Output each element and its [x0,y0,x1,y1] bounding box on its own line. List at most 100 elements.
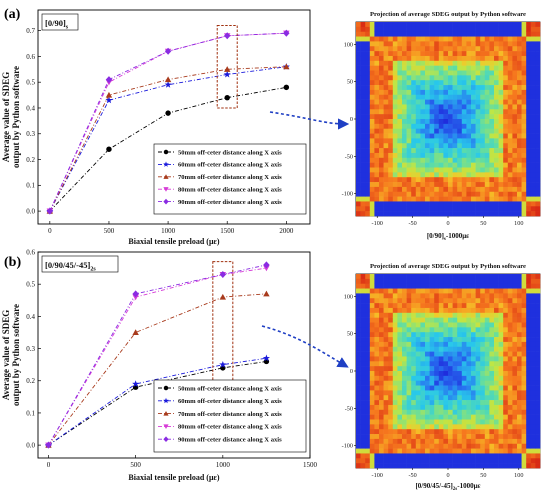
heat-cell [480,167,486,173]
heat-cell [535,60,541,66]
heat-cell [425,448,430,454]
heat-cell [521,322,527,328]
heat-cell [360,288,366,294]
heat-cell [475,182,481,188]
heat-cell [425,99,430,105]
heat-cell [503,366,509,372]
heat-cell [411,278,417,284]
heat-cell [420,123,426,129]
heat-cell [425,332,430,338]
heat-cell [512,60,518,66]
heat-cell [392,36,398,42]
heat-cell [507,293,513,299]
heat-cell [388,152,394,159]
heat-cell [356,55,361,62]
heat-cell [448,371,453,377]
heat-cell [498,89,504,96]
heat-cell [411,414,417,420]
heat-cell [388,438,394,445]
heat-cell [374,89,380,96]
heat-cell [402,201,407,207]
heat-cell [379,94,384,100]
heat-cell [383,51,389,57]
heat-cell [415,201,421,207]
heat-cell [374,22,380,28]
heat-cell [415,361,421,367]
heat-cell [420,182,426,188]
heat-cell [402,453,407,459]
heat-cell [374,75,380,81]
heat-cell [466,51,472,57]
heat-cell [392,94,398,100]
heat-cell [498,375,504,381]
heat-cell [365,419,371,425]
heat-cell [434,36,440,42]
heat-cell [438,65,444,71]
heat-cell [383,390,389,396]
heat-cell [512,278,518,284]
heat-cell [420,177,426,183]
heat-cell [434,182,440,188]
heat-cell [503,395,509,401]
heat-cell [383,409,389,415]
heat-cell [457,36,463,42]
heat-cell [429,80,435,86]
heat-cell [507,274,513,280]
heat-cell [388,128,394,134]
data-point-s4 [263,265,270,272]
heat-cell [360,375,366,381]
heat-cell [484,288,490,294]
heat-cell [521,283,527,289]
heat-cell [461,211,467,217]
heat-cell [512,356,518,362]
heat-cell [503,283,509,289]
heat-cell [402,458,407,464]
y-tick-label: 0.3 [26,345,35,353]
heat-cell [406,206,412,212]
heat-cell [397,361,403,367]
heat-cell [392,80,398,86]
heat-cell [356,114,361,120]
heat-cell [535,123,541,129]
heat-cell [425,414,430,420]
legend-box [153,379,307,453]
heat-cell [448,288,453,294]
heat-cell [517,22,522,28]
data-point-s2 [262,354,270,362]
heat-cell [402,419,407,425]
heat-cell [415,341,421,348]
heat-cell [466,46,472,52]
heat-cell [521,400,527,406]
heat-cell [512,361,518,367]
heat-cell [512,143,518,149]
heat-cell [526,123,532,129]
heat-cell [420,375,426,381]
heat-cell [507,172,513,178]
heat-cell [434,283,440,289]
heat-cell [507,346,513,352]
heat-cell [415,371,421,377]
heat-cell [392,458,398,464]
heat-cell [406,22,412,28]
heat-cell [379,157,384,163]
heat-cell [406,172,412,178]
heat-cell [517,385,522,391]
heat-cell [425,409,430,415]
heat-cell [507,458,513,464]
heat-cell [484,172,490,178]
heat-cell [452,303,458,309]
heat-cell [415,288,421,294]
heat-cell [388,157,394,163]
heat-cell [443,94,449,100]
x-tick-label: 0 [47,461,51,469]
heat-cell [402,128,407,134]
data-point-s2 [219,360,227,368]
heat-cell [425,75,430,81]
heat-cell [503,80,509,86]
heat-cell [429,22,435,28]
heat-cell [356,307,361,314]
heat-cell [512,385,518,391]
heat-cell [484,157,490,163]
heat-cell [356,109,361,115]
heat-cell [356,312,361,318]
